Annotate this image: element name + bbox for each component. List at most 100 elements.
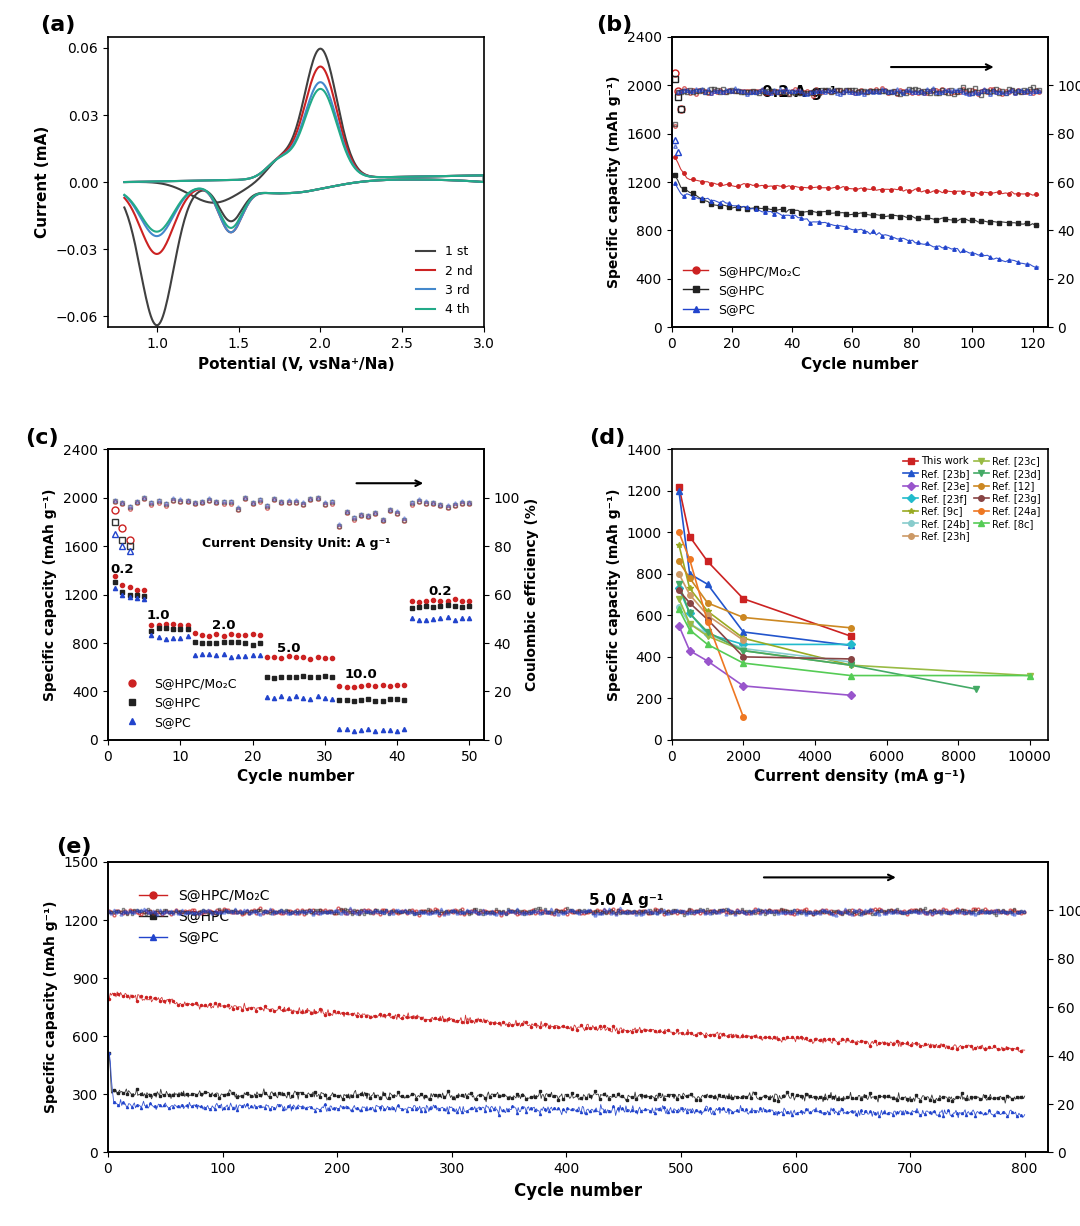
1 st: [118, 175, 131, 190]
Ref. [23f]: [737, 638, 750, 652]
Ref. [9c]: [845, 658, 858, 673]
Ref. [24a]: [701, 614, 714, 629]
Ref. [24a]: [684, 552, 697, 566]
Ref. [9c]: [701, 604, 714, 619]
1 st: [118, 200, 131, 215]
This work: [673, 479, 686, 494]
Text: 1.0: 1.0: [147, 609, 171, 622]
4 th: [295, 185, 308, 200]
Text: (c): (c): [25, 428, 59, 447]
4 th: [356, 174, 369, 189]
Ref. [12]: [673, 554, 686, 569]
4 th: [118, 188, 131, 202]
Ref. [8c]: [673, 602, 686, 617]
Ref. [8c]: [737, 656, 750, 671]
Text: 0.2: 0.2: [111, 563, 134, 576]
Ref. [23e]: [737, 678, 750, 693]
Ref. [8c]: [701, 638, 714, 652]
1 st: [245, 178, 258, 192]
2 nd: [245, 170, 258, 185]
Line: Ref. [23b]: Ref. [23b]: [676, 488, 853, 649]
This work: [684, 530, 697, 544]
This work: [737, 591, 750, 606]
Line: 2 nd: 2 nd: [124, 66, 484, 254]
4 th: [118, 174, 131, 189]
Text: (d): (d): [589, 428, 625, 447]
Line: Ref. [23d]: Ref. [23d]: [676, 581, 978, 691]
Text: 5.0: 5.0: [276, 641, 300, 655]
Ref. [23b]: [701, 577, 714, 592]
Ref. [23d]: [737, 644, 750, 658]
Legend: This work, Ref. [23b], Ref. [23e], Ref. [23f], Ref. [9c], Ref. [24b], Ref. [23h]: This work, Ref. [23b], Ref. [23e], Ref. …: [902, 455, 1042, 543]
X-axis label: Cycle number: Cycle number: [238, 769, 354, 785]
2 nd: [303, 81, 316, 96]
Ref. [23h]: [701, 608, 714, 623]
Ref. [23b]: [845, 638, 858, 652]
1 st: [295, 185, 308, 200]
Line: 4 th: 4 th: [124, 88, 484, 232]
3 rd: [303, 93, 316, 108]
2 nd: [118, 190, 131, 205]
Ref. [8c]: [684, 623, 697, 638]
Y-axis label: Current (mA): Current (mA): [36, 126, 51, 238]
Ref. [24b]: [684, 617, 697, 631]
3 rd: [314, 75, 327, 89]
Ref. [9c]: [684, 581, 697, 596]
Ref. [23b]: [673, 483, 686, 498]
2 nd: [295, 185, 308, 200]
Ref. [24a]: [737, 710, 750, 725]
3 rd: [445, 169, 458, 184]
4 th: [445, 169, 458, 184]
Text: 5.0 A g⁻¹: 5.0 A g⁻¹: [590, 893, 664, 907]
2 nd: [118, 174, 131, 189]
Line: Ref. [23g]: Ref. [23g]: [676, 587, 853, 662]
Ref. [24b]: [673, 600, 686, 614]
Line: Ref. [23c]: Ref. [23c]: [676, 596, 1032, 678]
3 rd: [413, 172, 426, 186]
1 st: [356, 174, 369, 189]
Ref. [23d]: [673, 577, 686, 592]
3 rd: [150, 229, 163, 244]
Y-axis label: Coulombic efficiency (%): Coulombic efficiency (%): [526, 498, 540, 691]
Ref. [23c]: [673, 591, 686, 606]
Text: (b): (b): [596, 15, 633, 36]
X-axis label: Current density (mA g⁻¹): Current density (mA g⁻¹): [754, 769, 966, 785]
Line: 1 st: 1 st: [124, 49, 484, 325]
Ref. [12]: [845, 620, 858, 635]
Ref. [24a]: [673, 525, 686, 539]
Text: 0.2: 0.2: [429, 585, 453, 597]
Line: Ref. [12]: Ref. [12]: [676, 559, 853, 630]
Ref. [12]: [684, 570, 697, 585]
Ref. [23h]: [737, 633, 750, 647]
3 rd: [356, 174, 369, 189]
Ref. [23c]: [845, 658, 858, 673]
Ref. [24b]: [701, 626, 714, 641]
Text: 2.0: 2.0: [212, 618, 235, 631]
Ref. [23g]: [673, 584, 686, 598]
4 th: [245, 170, 258, 185]
Text: (a): (a): [40, 15, 76, 36]
1 st: [413, 172, 426, 186]
Ref. [23h]: [673, 566, 686, 581]
Line: Ref. [23h]: Ref. [23h]: [676, 571, 746, 644]
Legend: S@HPC/Mo₂C, S@HPC, S@PC: S@HPC/Mo₂C, S@HPC, S@PC: [134, 884, 275, 950]
3 rd: [245, 170, 258, 185]
Line: 3 rd: 3 rd: [124, 82, 484, 237]
Line: Ref. [23f]: Ref. [23f]: [676, 586, 853, 647]
Ref. [23g]: [737, 650, 750, 664]
Y-axis label: Specific capacity (mAh g⁻¹): Specific capacity (mAh g⁻¹): [43, 901, 57, 1113]
Ref. [9c]: [737, 631, 750, 646]
2 nd: [356, 174, 369, 189]
3 rd: [118, 174, 131, 189]
Ref. [23c]: [737, 644, 750, 658]
Ref. [12]: [701, 596, 714, 611]
1 st: [314, 42, 327, 56]
Y-axis label: Specific capacity (mAh g⁻¹): Specific capacity (mAh g⁻¹): [607, 76, 621, 288]
Ref. [23b]: [737, 624, 750, 639]
This work: [845, 629, 858, 644]
2 nd: [413, 172, 426, 186]
Ref. [23e]: [684, 644, 697, 658]
Line: This work: This work: [676, 484, 853, 639]
Text: 0.2 A g⁻¹: 0.2 A g⁻¹: [762, 86, 837, 101]
Ref. [23f]: [845, 638, 858, 652]
